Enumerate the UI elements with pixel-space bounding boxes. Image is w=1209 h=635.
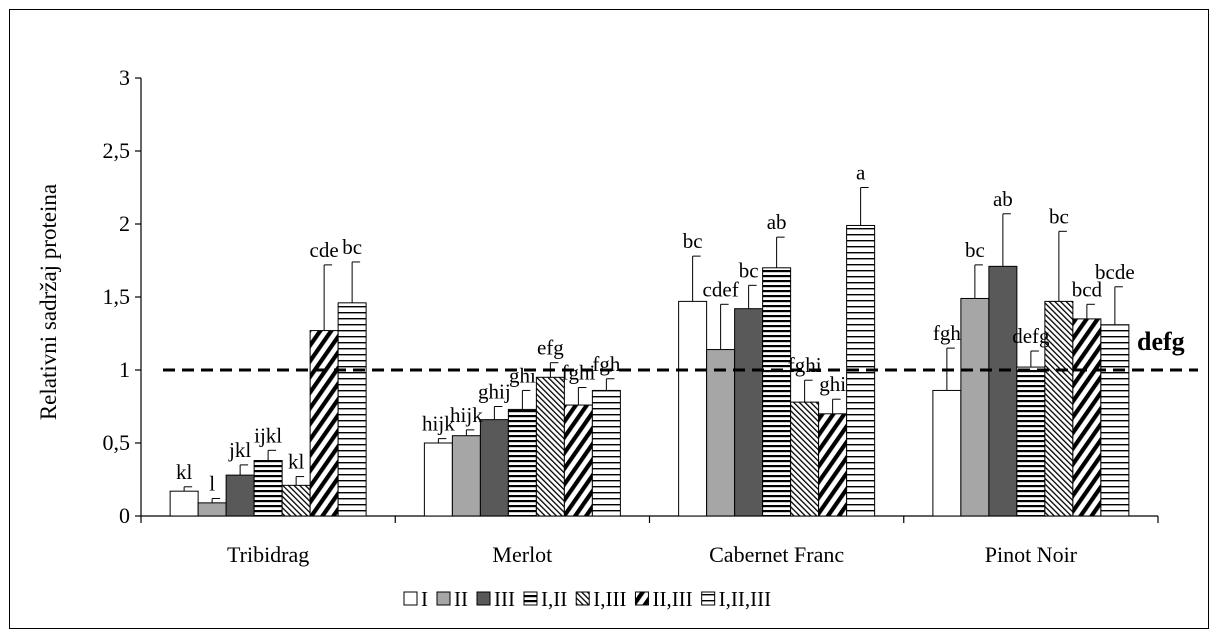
legend-label: I [421,587,428,611]
bar [960,297,990,517]
bar [734,308,764,517]
bar [988,265,1018,517]
y-tick-label: 0,5 [103,430,131,455]
legend-swatch [634,591,649,606]
significance-letter: bc [683,229,703,253]
y-tick-label: 2 [119,211,130,236]
significance-letter: ghij [478,380,511,404]
significance-letter: bc [1049,204,1069,228]
x-tick-label: Cabernet Franc [709,542,844,567]
bar [197,502,227,517]
significance-letter: fgh [933,321,961,345]
legend-label: I,II [541,587,567,611]
legend-item: I,II [523,587,567,611]
bar [1100,324,1130,517]
bar [706,349,736,517]
reference-line-label: defg [1137,327,1185,356]
significance-letter: fgh [592,352,620,376]
y-tick-label: 0 [119,503,130,528]
y-tick-label: 1,5 [103,284,131,309]
significance-letter: ghi [509,363,536,387]
bar [762,267,792,517]
significance-letter: fghi [561,361,595,385]
significance-letter: jkl [228,438,251,462]
reference-line-group: defg [163,327,1198,372]
bar [1016,366,1046,517]
bar [678,300,708,517]
bar [169,490,199,517]
bar [309,330,339,517]
significance-letter: cde [310,238,339,262]
y-axis-label: Relativni sadržaj proteina [36,184,61,420]
significance-letter: bc [965,238,985,262]
bar [225,474,255,517]
significance-letter: ghi [819,372,846,396]
x-tick-label: Pinot Noir [985,542,1078,567]
legend-item: I,II,III [701,587,771,611]
legend-label: I,III [593,587,626,611]
legend-swatch [575,591,590,606]
legend-swatch [403,591,418,606]
significance-letter: bcde [1095,260,1135,284]
legend-swatch [476,591,491,606]
significance-letter: l [209,471,215,495]
significance-letter: cdef [703,277,739,301]
significance-letter: hijk [450,403,483,427]
y-tick-label: 2,5 [103,138,131,163]
significance-letter: kl [288,450,305,474]
bar [253,460,283,517]
legend-swatch [523,591,538,606]
x-tick-label: Merlot [492,542,552,567]
legend: I II III I,II I,III II,III I,II,III [403,587,771,611]
significance-letter: bc [342,235,362,259]
legend-item: II [436,587,468,611]
significance-letter: bc [739,258,759,282]
significance-letter: efg [537,336,564,360]
significance-letter: ab [767,210,787,234]
x-tick-label: Tribidrag [227,542,309,567]
significance-letter: defg [1012,324,1050,348]
legend-label: II [454,587,468,611]
bar [932,389,962,517]
legend-label: II,III [652,587,692,611]
bar [1072,318,1102,517]
legend-swatch [701,591,716,606]
legend-item: I,III [575,587,626,611]
bar [818,413,848,517]
y-tick-label: 3 [119,65,130,90]
bar [451,435,481,517]
bar [479,419,509,517]
significance-letter: ab [993,187,1013,211]
significance-letter: ijkl [254,423,282,447]
bars [169,187,1130,517]
y-tick-label: 1 [119,357,130,382]
bar [337,302,367,517]
legend-label: I,II,III [719,587,771,611]
bar [423,442,453,517]
bar [591,389,621,517]
significance-letter: bcd [1072,277,1103,301]
legend-item: I [403,587,428,611]
legend-swatch [436,591,451,606]
bar [507,408,537,517]
bar [535,376,565,517]
bar [281,484,311,517]
significance-letter: a [856,161,866,185]
legend-label: III [494,587,515,611]
significance-letter: kl [176,460,193,484]
legend-item: III [476,587,515,611]
bar [1044,300,1074,517]
significance-letter: hijk [422,412,455,436]
bar [790,401,820,517]
bar [563,404,593,517]
significance-letter: fghi [788,353,822,377]
legend-item: II,III [634,587,693,611]
